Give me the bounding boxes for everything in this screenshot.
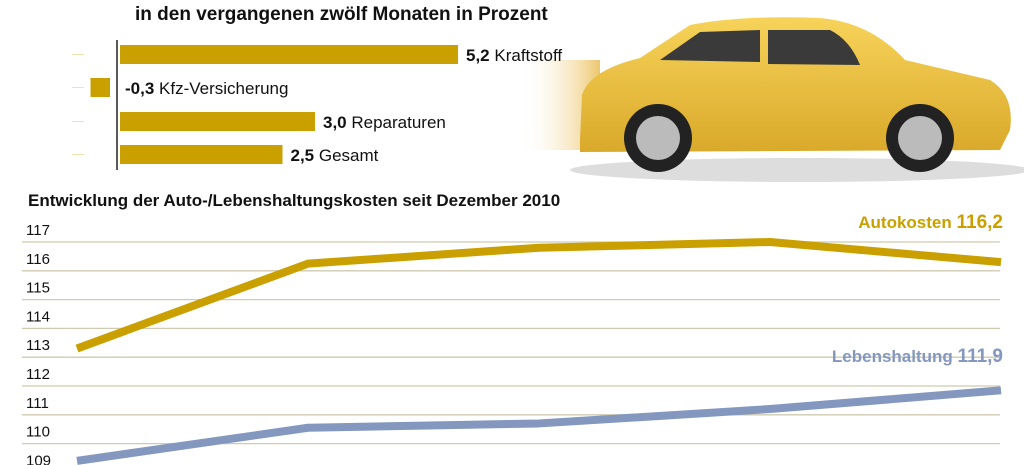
- bar-label: -0,3 Kfz-Versicherung: [125, 79, 288, 98]
- y-tick-label: 111: [26, 395, 49, 412]
- lebenshaltung-label: Lebenshaltung 111,9: [832, 346, 1003, 367]
- y-tick-label: 110: [26, 424, 50, 441]
- series-line-autokosten: [75, 238, 1002, 353]
- bar-value-label: -0,3: [125, 79, 154, 98]
- y-tick-label: 115: [26, 280, 50, 297]
- series-name: Lebenshaltung: [832, 347, 953, 366]
- line-chart-title: Entwicklung der Auto-/Lebenshaltungskost…: [28, 191, 560, 210]
- bar-chart-title: in den vergangenen zwölf Monaten in Proz…: [135, 4, 548, 25]
- series-end-value: 116,2: [957, 212, 1004, 233]
- autokosten-label: Autokosten 116,2: [858, 212, 1003, 233]
- y-tick-label: 109: [26, 452, 51, 465]
- bar-3: [120, 145, 283, 164]
- bar-category-label: Reparaturen: [347, 113, 446, 132]
- bar-value-label: 2,5: [291, 146, 315, 165]
- bar-1: [90, 78, 110, 97]
- y-tick-label: 117: [26, 222, 50, 239]
- bar-category-label: Kraftstoff: [490, 46, 563, 65]
- bar-0: [120, 45, 458, 64]
- y-tick-label: 114: [26, 308, 50, 325]
- y-tick-label: 112: [26, 366, 50, 383]
- bar-value-label: 3,0: [323, 113, 347, 132]
- y-tick-label: 113: [26, 337, 50, 354]
- bar-label: 3,0 Reparaturen: [323, 113, 446, 132]
- bar-category-label: Kfz-Versicherung: [154, 79, 288, 98]
- bar-category-label: Gesamt: [314, 146, 379, 165]
- bar-2: [120, 112, 315, 131]
- series-end-value: 111,9: [958, 346, 1003, 367]
- series-name: Autokosten: [858, 213, 952, 232]
- series-line-lebenshaltung: [76, 386, 1002, 465]
- bar-label: 5,2 Kraftstoff: [466, 46, 562, 65]
- y-tick-label: 116: [26, 251, 50, 268]
- bar-value-label: 5,2: [466, 46, 490, 65]
- car-illustration: [520, 17, 1024, 182]
- bar-label: 2,5 Gesamt: [291, 146, 379, 165]
